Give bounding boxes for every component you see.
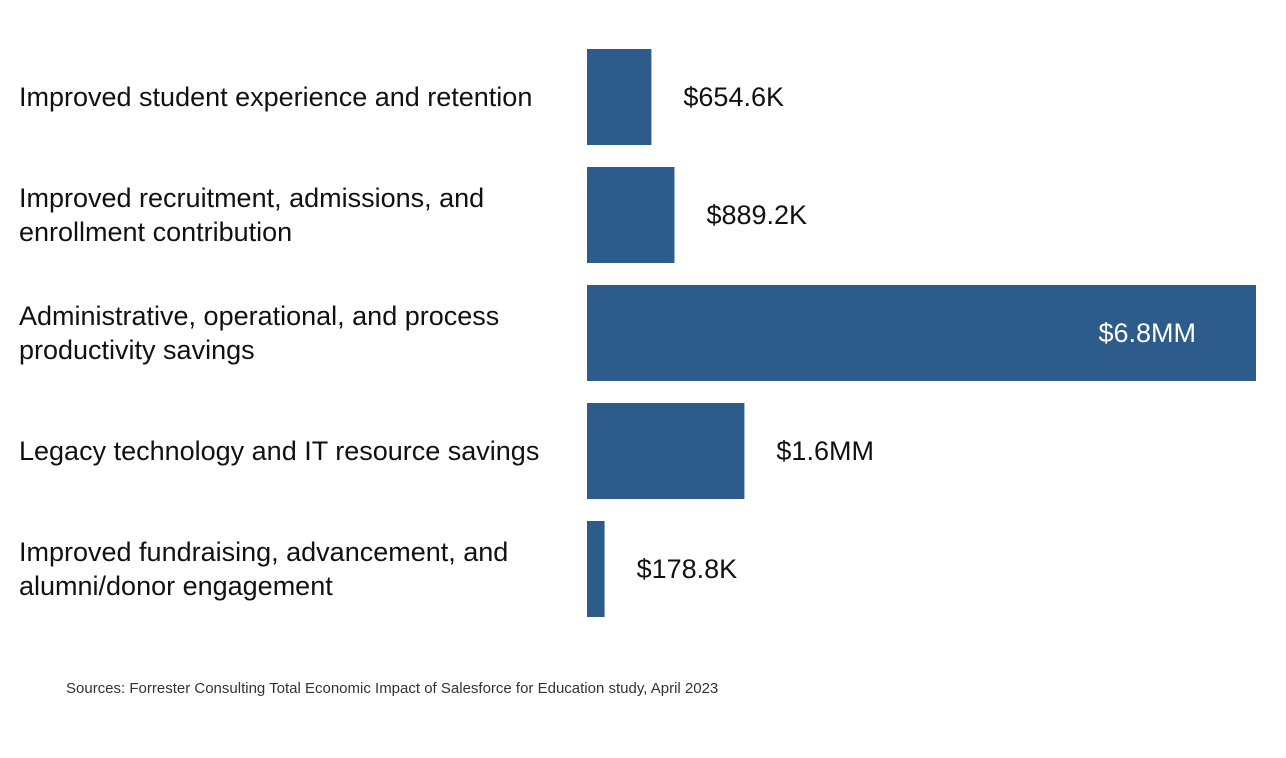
bar-0 (587, 49, 652, 145)
value-label-0: $654.6K (683, 82, 784, 112)
category-label-2: Administrative, operational, and process… (19, 301, 499, 365)
value-label-3: $1.6MM (776, 436, 874, 466)
bar-4 (587, 521, 605, 617)
bar-chart: Improved student experience and retentio… (19, 49, 1256, 617)
bar-2 (587, 285, 1256, 381)
value-label-1: $889.2K (706, 200, 807, 230)
category-label-3: Legacy technology and IT resource saving… (19, 436, 539, 466)
category-label-0: Improved student experience and retentio… (19, 82, 532, 112)
source-note: Sources: Forrester Consulting Total Econ… (66, 680, 719, 697)
value-label-4: $178.8K (637, 554, 738, 584)
bar-3 (587, 403, 745, 499)
category-label-1: Improved recruitment, admissions, and enr… (19, 183, 484, 247)
bar-1 (587, 167, 675, 263)
category-label-4: Improved fundraising, advancement, and al… (19, 537, 508, 601)
value-label-2: $6.8MM (1098, 318, 1196, 348)
